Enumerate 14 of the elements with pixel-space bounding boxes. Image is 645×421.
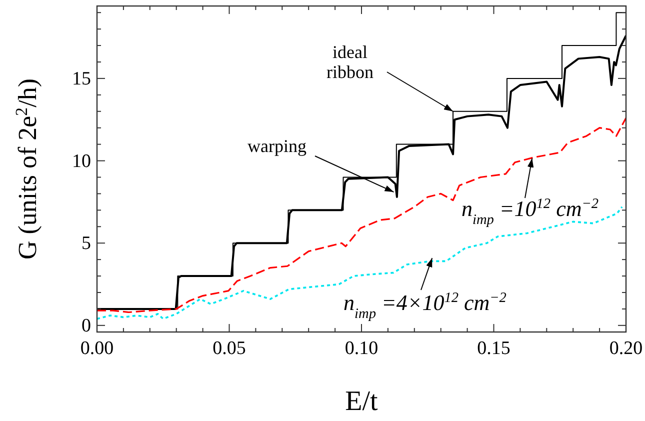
annotation: warping (248, 136, 306, 156)
y-tick-label: 5 (82, 233, 91, 254)
x-tick-label: 0.20 (609, 338, 643, 359)
x-tick-label: 0.10 (344, 338, 378, 359)
y-tick-label: 10 (72, 150, 91, 172)
annotation: ideal ribbon (326, 42, 374, 82)
annotation: n$_{imp}$ =10$^{12}$ cm$^{−2}$ (461, 196, 599, 228)
x-tick-label: 0.15 (477, 338, 510, 359)
annotation: n$_{imp}$ =4×10$^{12}$ cm$^{−2}$ (344, 290, 506, 322)
x-tick-label: 0.05 (212, 338, 246, 359)
y-tick-label: 15 (72, 68, 91, 90)
y-tick-label: 0 (82, 315, 91, 336)
x-tick-label: 0.00 (80, 338, 114, 359)
x-axis-title: E/t (345, 386, 378, 417)
